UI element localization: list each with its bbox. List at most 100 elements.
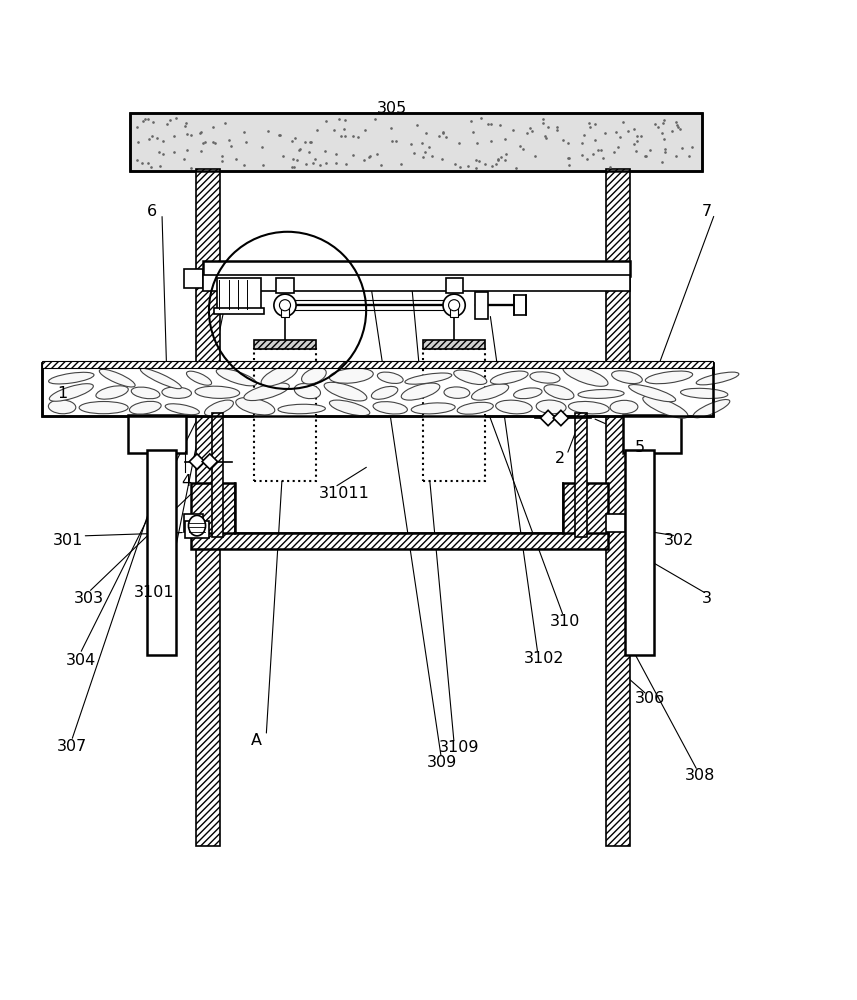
Ellipse shape	[205, 400, 233, 416]
Text: 1: 1	[57, 386, 67, 401]
Text: 309: 309	[427, 755, 457, 770]
Ellipse shape	[643, 396, 688, 418]
Bar	[423, 349, 485, 481]
Ellipse shape	[48, 400, 75, 414]
Ellipse shape	[530, 372, 560, 383]
Ellipse shape	[405, 373, 452, 384]
Ellipse shape	[629, 385, 675, 402]
Text: 31011: 31011	[319, 486, 370, 501]
Bar	[281, 305, 290, 317]
Ellipse shape	[274, 294, 297, 316]
Ellipse shape	[495, 400, 532, 414]
Ellipse shape	[457, 402, 494, 414]
Ellipse shape	[563, 365, 608, 386]
Ellipse shape	[79, 402, 129, 414]
Bar	[214, 308, 264, 314]
Bar	[184, 269, 203, 288]
Ellipse shape	[471, 384, 509, 400]
Bar	[191, 533, 608, 549]
Text: 3109: 3109	[439, 740, 479, 755]
Ellipse shape	[131, 387, 160, 399]
Bar	[446, 278, 463, 293]
Ellipse shape	[696, 372, 739, 385]
Ellipse shape	[96, 386, 129, 399]
Ellipse shape	[195, 386, 240, 398]
Bar	[203, 275, 630, 291]
Ellipse shape	[401, 383, 440, 400]
Ellipse shape	[50, 384, 93, 401]
Text: 5: 5	[635, 440, 645, 455]
Text: 308: 308	[685, 768, 715, 783]
Bar	[196, 169, 220, 846]
Text: 2: 2	[555, 451, 565, 466]
Bar	[255, 349, 315, 481]
Polygon shape	[554, 410, 568, 426]
Bar	[42, 361, 713, 368]
Text: A: A	[251, 733, 262, 748]
Ellipse shape	[536, 400, 566, 414]
Ellipse shape	[544, 385, 574, 400]
Bar	[575, 413, 587, 537]
Ellipse shape	[377, 372, 403, 383]
Ellipse shape	[162, 387, 191, 398]
Ellipse shape	[329, 400, 369, 416]
Text: 7: 7	[702, 204, 712, 219]
Text: 301: 301	[52, 533, 83, 548]
Ellipse shape	[680, 388, 728, 398]
Bar	[623, 415, 681, 453]
Ellipse shape	[236, 398, 275, 415]
Bar	[42, 363, 713, 416]
Text: 3: 3	[702, 591, 712, 606]
Ellipse shape	[165, 404, 200, 415]
Text: 302: 302	[663, 533, 693, 548]
Ellipse shape	[278, 404, 326, 414]
Ellipse shape	[302, 368, 327, 384]
Ellipse shape	[443, 294, 465, 316]
Bar	[625, 450, 654, 655]
Ellipse shape	[99, 369, 135, 387]
Ellipse shape	[49, 372, 94, 384]
Ellipse shape	[187, 371, 212, 385]
Bar	[212, 413, 224, 537]
Ellipse shape	[371, 386, 398, 399]
Polygon shape	[202, 454, 218, 469]
Bar	[277, 278, 294, 293]
Ellipse shape	[444, 387, 470, 398]
Text: 6: 6	[147, 204, 157, 219]
Bar	[563, 483, 608, 536]
Text: 305: 305	[377, 101, 407, 116]
Text: 307: 307	[57, 739, 87, 754]
Ellipse shape	[244, 383, 290, 401]
Ellipse shape	[610, 400, 638, 414]
Bar	[147, 450, 176, 655]
Bar	[191, 483, 236, 536]
Bar	[42, 363, 713, 416]
Ellipse shape	[189, 515, 206, 536]
Bar	[129, 113, 702, 171]
Bar	[514, 295, 526, 315]
Bar	[606, 169, 630, 846]
Bar	[129, 113, 702, 171]
Ellipse shape	[279, 300, 291, 311]
Bar	[217, 278, 261, 310]
Bar	[606, 514, 625, 532]
Ellipse shape	[645, 371, 692, 384]
Ellipse shape	[329, 368, 374, 383]
Ellipse shape	[324, 382, 367, 401]
Bar	[185, 521, 209, 538]
Text: 3101: 3101	[134, 585, 175, 600]
Ellipse shape	[693, 400, 730, 418]
Bar	[255, 340, 315, 349]
Ellipse shape	[129, 401, 161, 414]
Text: 3102: 3102	[524, 651, 565, 666]
Bar	[606, 269, 625, 288]
Text: 310: 310	[550, 614, 580, 629]
Text: 304: 304	[65, 653, 96, 668]
Text: 4: 4	[181, 474, 191, 489]
Ellipse shape	[578, 390, 624, 398]
Ellipse shape	[612, 371, 642, 384]
Ellipse shape	[513, 388, 542, 399]
Ellipse shape	[490, 371, 528, 384]
Polygon shape	[541, 410, 556, 426]
Bar	[184, 514, 203, 532]
